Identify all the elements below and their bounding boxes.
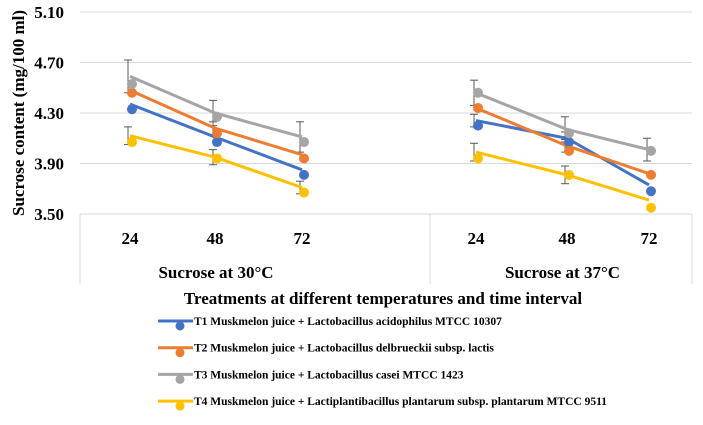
data-point — [127, 78, 137, 89]
data-point — [299, 137, 309, 148]
data-point — [473, 120, 483, 131]
y-axis-ticks: 3.50 3.90 4.30 4.70 5.10 — [34, 3, 64, 224]
data-point — [646, 145, 656, 156]
legend-swatch-marker — [175, 401, 185, 411]
category-tick-label: 48 — [207, 229, 224, 248]
data-point — [473, 102, 483, 113]
series-line — [129, 88, 303, 157]
data-point — [299, 187, 309, 198]
legend-swatch-marker — [175, 374, 185, 384]
data-point — [212, 128, 222, 139]
legend-swatch-marker — [175, 348, 185, 358]
legend-label: T1 Muskmelon juice + Lactobacillus acido… — [194, 316, 502, 328]
y-tick-label: 3.50 — [34, 205, 64, 224]
series-line — [475, 91, 650, 152]
category-labels: 24 48 72 Sucrose at 30°C 24 48 72 Sucrose at 37… — [122, 229, 658, 282]
y-tick-label: 5.10 — [34, 3, 64, 22]
group-label: Sucrose at 37°C — [505, 263, 620, 282]
category-tick-label: 24 — [122, 229, 140, 248]
data-point — [127, 104, 137, 115]
data-point — [646, 169, 656, 180]
y-tick-label: 4.30 — [34, 104, 64, 123]
category-tick-label: 24 — [468, 229, 486, 248]
series-line — [475, 150, 650, 202]
legend-label: T3 Muskmelon juice + Lactobacillus casei… — [194, 369, 464, 381]
data-point — [564, 145, 574, 156]
category-tick-label: 72 — [641, 229, 658, 248]
series-markers — [127, 78, 656, 213]
x-axis-label: Treatments at different temperatures and… — [184, 289, 582, 308]
data-point — [646, 186, 656, 197]
data-point — [564, 128, 574, 139]
y-tick-label: 4.70 — [34, 54, 64, 73]
data-point — [646, 202, 656, 213]
data-point — [564, 137, 574, 148]
data-point — [299, 169, 309, 180]
data-point — [212, 153, 222, 164]
legend-label: T4 Muskmelon juice + Lactiplantibacillus… — [194, 396, 607, 408]
legend: T1 Muskmelon juice + Lactobacillus acido… — [158, 316, 607, 411]
gridlines — [80, 11, 692, 164]
category-axis-frame — [79, 213, 693, 284]
category-tick-label: 72 — [294, 229, 311, 248]
category-tick-label: 48 — [559, 229, 576, 248]
data-point — [127, 87, 137, 98]
data-point — [212, 111, 222, 122]
data-point — [473, 87, 483, 98]
y-axis-label: Sucrose content (mg/100 ml) — [9, 10, 28, 216]
legend-swatch-marker — [175, 321, 185, 331]
data-point — [299, 153, 309, 164]
series-line — [475, 119, 650, 187]
group-label: Sucrose at 30°C — [158, 263, 273, 282]
data-point — [473, 153, 483, 164]
data-point — [212, 137, 222, 148]
data-point — [127, 137, 137, 148]
data-point — [564, 169, 574, 180]
y-tick-label: 3.90 — [34, 155, 64, 174]
legend-label: T2 Muskmelon juice + Lactobacillus delbr… — [194, 343, 494, 355]
